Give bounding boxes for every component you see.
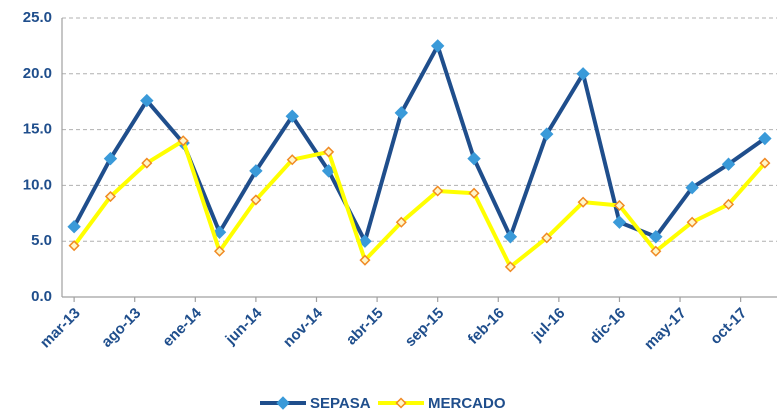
marker <box>649 230 663 244</box>
marker <box>285 109 299 123</box>
marker <box>468 187 480 199</box>
marker <box>141 157 153 169</box>
x-tick-label: ene-14 <box>159 304 205 350</box>
x-tick-label: oct-17 <box>707 305 750 348</box>
y-tick-label: 15.0 <box>23 121 52 138</box>
marker <box>395 216 407 228</box>
marker <box>504 261 516 273</box>
marker <box>104 190 117 203</box>
marker <box>103 151 118 166</box>
x-tick-label: nov-14 <box>280 304 327 351</box>
marker <box>759 157 771 169</box>
marker <box>213 245 226 257</box>
x-tick-label: jun-14 <box>222 304 266 348</box>
x-tick-label: sep-15 <box>402 305 448 351</box>
marker <box>503 230 518 244</box>
legend-label: SEPASA <box>310 395 371 412</box>
x-tick-label: feb-16 <box>465 305 508 348</box>
marker <box>612 215 627 229</box>
marker <box>212 225 227 239</box>
y-tick-label: 0.0 <box>31 288 52 305</box>
series-line <box>72 138 767 269</box>
y-tick-label: 10.0 <box>23 176 52 193</box>
marker <box>576 67 590 81</box>
y-tick-label: 20.0 <box>23 65 52 82</box>
marker <box>140 93 154 108</box>
marker <box>177 135 189 147</box>
marker <box>540 127 554 141</box>
marker <box>650 245 662 257</box>
marker <box>722 198 735 210</box>
y-tick-label: 5.0 <box>31 232 52 249</box>
x-tick-label: mar-13 <box>37 305 84 352</box>
x-tick-label: may-17 <box>641 305 690 354</box>
marker <box>359 254 371 266</box>
marker <box>250 194 262 206</box>
marker <box>430 39 445 53</box>
legend-marker <box>276 396 290 410</box>
x-tick-label: jul-16 <box>528 305 568 345</box>
x-tick-label: abr-15 <box>343 305 387 349</box>
x-tick-label: dic-16 <box>586 305 629 348</box>
marker <box>467 151 481 166</box>
legend-marker <box>395 397 407 409</box>
marker <box>394 106 409 120</box>
marker <box>686 216 698 228</box>
marker <box>577 196 589 208</box>
marker <box>432 185 444 197</box>
legend-label: MERCADO <box>428 395 506 412</box>
marker <box>67 219 81 234</box>
marker <box>286 154 298 166</box>
marker <box>541 232 553 244</box>
marker <box>68 240 80 252</box>
marker <box>685 180 699 195</box>
y-tick-label: 25.0 <box>23 9 52 26</box>
marker <box>613 199 626 212</box>
marker <box>249 164 263 178</box>
marker <box>323 146 335 158</box>
marker <box>758 131 772 146</box>
marker <box>721 157 736 171</box>
marker <box>358 234 372 248</box>
x-tick-label: ago-13 <box>98 305 144 351</box>
